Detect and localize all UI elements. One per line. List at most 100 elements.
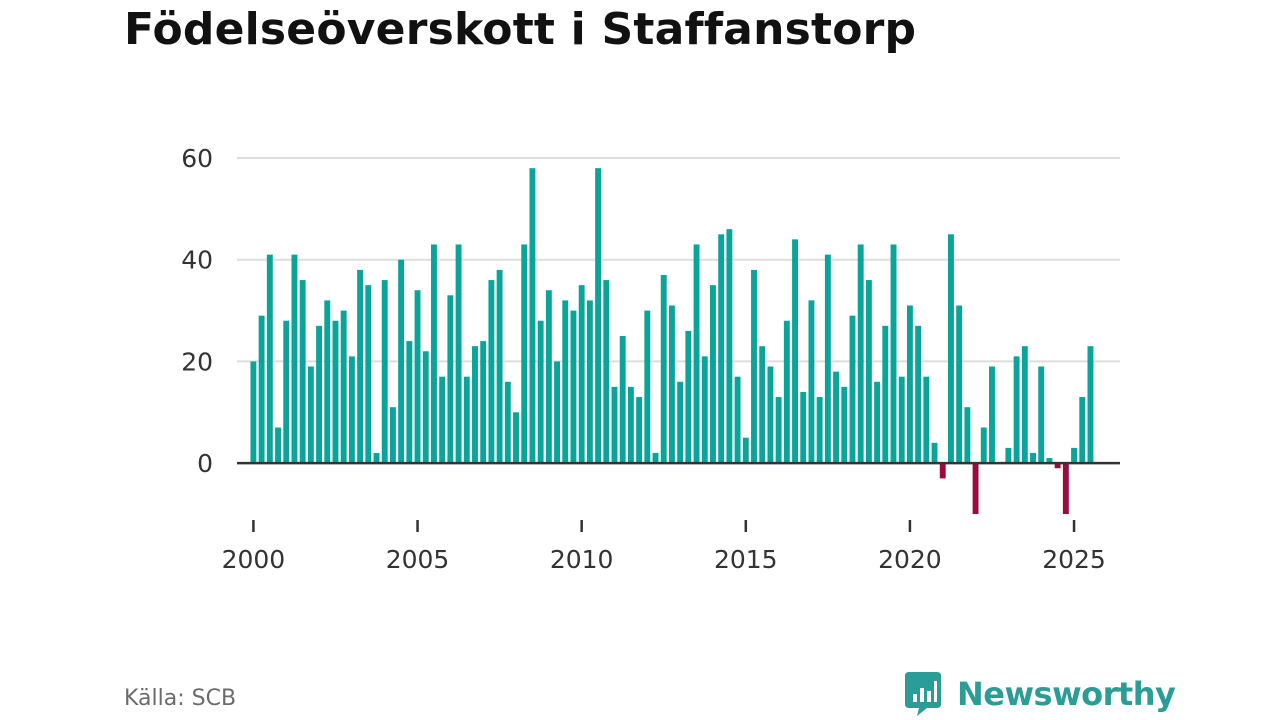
bar	[989, 366, 995, 464]
bar	[734, 376, 741, 464]
bar	[775, 397, 782, 464]
bar	[480, 341, 487, 464]
bar	[685, 330, 692, 464]
bar	[668, 305, 675, 464]
bar	[275, 427, 281, 464]
bar	[406, 341, 413, 464]
bar	[603, 280, 610, 464]
bar	[389, 407, 396, 464]
newsworthy-logo-icon	[905, 672, 941, 716]
bar	[1021, 346, 1028, 464]
x-axis: 2000 2005 2010 2015 2020 2025	[222, 520, 1106, 574]
bar	[513, 412, 519, 464]
bar	[980, 427, 987, 464]
bar	[841, 386, 848, 464]
bar	[472, 346, 478, 464]
bar	[767, 366, 774, 464]
bar	[545, 290, 552, 464]
bar	[299, 280, 306, 464]
bar	[956, 305, 963, 464]
bar	[644, 310, 651, 464]
bar	[652, 452, 659, 464]
bar	[570, 310, 577, 464]
x-tick-label: 2020	[878, 545, 942, 574]
bar	[800, 391, 807, 464]
bar	[1013, 356, 1020, 464]
bar	[718, 234, 725, 464]
bar	[636, 397, 643, 464]
bar	[865, 280, 872, 464]
chart-title: Födelseöverskott i Staffanstorp	[124, 4, 917, 55]
bar	[915, 325, 922, 464]
y-tick-label: 40	[181, 246, 213, 275]
bars	[250, 168, 1094, 514]
bar	[348, 356, 355, 464]
bar	[414, 290, 421, 464]
y-tick-label: 60	[181, 144, 213, 173]
bar	[324, 300, 331, 464]
bar	[1054, 463, 1061, 469]
bar	[373, 452, 380, 464]
bar	[422, 351, 429, 464]
bar	[849, 315, 856, 464]
bar	[931, 442, 938, 464]
x-tick-label: 2005	[386, 545, 450, 574]
bar	[751, 269, 757, 464]
bar	[258, 315, 265, 464]
bar	[898, 376, 905, 464]
bar	[562, 300, 569, 464]
brand-name: Newsworthy	[957, 675, 1176, 713]
bar	[857, 244, 864, 464]
bar	[381, 280, 388, 464]
bar	[627, 386, 634, 464]
bar	[447, 295, 454, 464]
bar	[586, 300, 593, 464]
bar	[365, 285, 372, 464]
bar	[496, 269, 503, 464]
source-note: Källa: SCB	[124, 686, 237, 711]
bar	[906, 305, 913, 464]
bar	[693, 244, 700, 464]
y-tick-label: 0	[197, 449, 213, 478]
bar	[431, 244, 437, 464]
bar	[808, 300, 815, 464]
x-tick-label: 2000	[222, 545, 286, 574]
bar	[1005, 447, 1012, 464]
brand-logo[interactable]: Newsworthy	[903, 670, 1176, 718]
bar	[660, 274, 667, 464]
bar	[1038, 366, 1045, 464]
bar	[578, 285, 585, 464]
bar	[833, 371, 840, 464]
bar	[307, 366, 314, 464]
bar	[677, 381, 684, 464]
bar	[619, 336, 626, 464]
bar	[948, 234, 954, 464]
bar	[710, 285, 716, 464]
bar	[504, 381, 511, 464]
bar	[701, 356, 708, 464]
bar	[266, 254, 273, 464]
bar	[595, 168, 602, 464]
bar	[554, 361, 560, 464]
x-tick-label: 2025	[1042, 545, 1106, 574]
bar	[529, 168, 536, 464]
bar	[521, 244, 528, 464]
bar	[398, 259, 405, 464]
bar	[783, 320, 790, 464]
x-tick-label: 2010	[550, 545, 614, 574]
bar	[874, 381, 881, 464]
bar	[792, 239, 798, 464]
bar	[250, 361, 257, 464]
bar	[316, 325, 323, 464]
bar	[1079, 397, 1086, 464]
bar	[455, 244, 462, 464]
x-tick-label: 2015	[714, 545, 778, 574]
bar	[939, 463, 946, 479]
bar	[759, 346, 766, 464]
bar	[283, 320, 290, 464]
bar	[611, 386, 618, 464]
y-axis-labels: 0 20 40 60	[181, 144, 213, 478]
bar	[890, 244, 897, 464]
bar	[816, 397, 823, 464]
